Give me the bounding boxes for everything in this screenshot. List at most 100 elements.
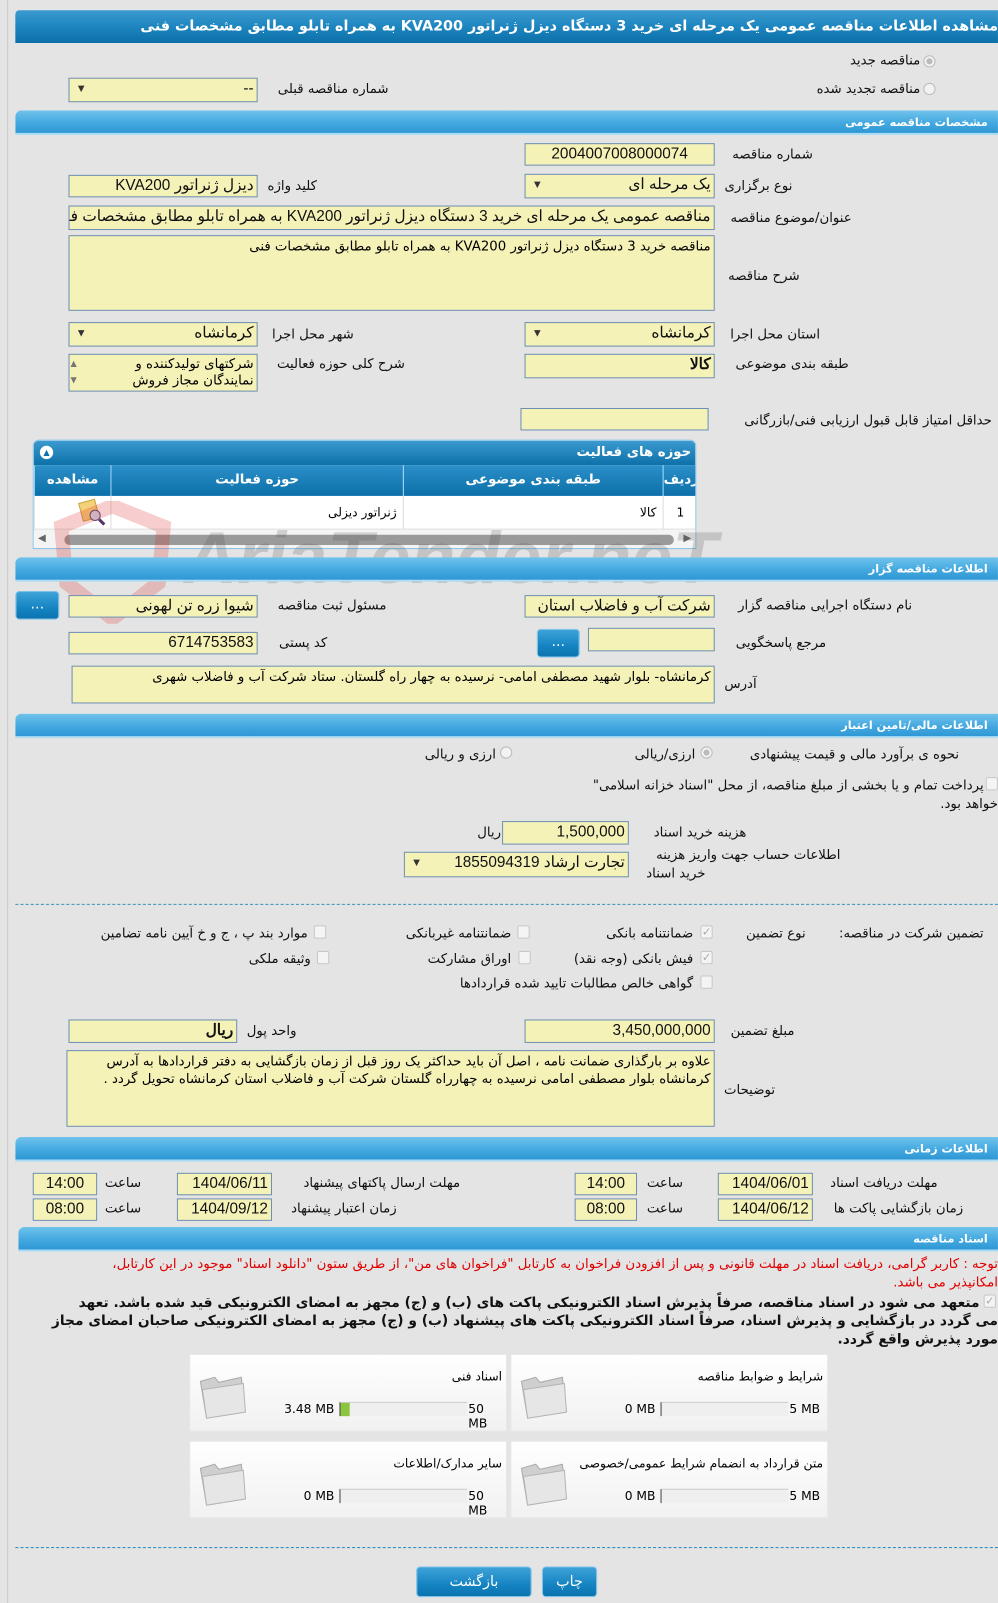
guarantee-checkbox-bonds[interactable] — [518, 950, 531, 965]
submit-deadline-date[interactable]: 1404/06/11 — [176, 1172, 272, 1196]
max-size: 5 MB — [789, 1401, 821, 1417]
commitment-text-cont: می گردد در بازگشایی و پذیرش اسناد، صرفاً… — [51, 1312, 998, 1330]
page-title: مشاهده اطلاعات مناقصه عمومی یک مرحله ای … — [15, 10, 998, 43]
submit-deadline-time[interactable]: 14:00 — [32, 1172, 98, 1196]
document-card[interactable]: شرایط و ضوابط مناقصه 5 MB 0 MB — [510, 1353, 829, 1432]
city-select[interactable]: کرمانشاه ▼ — [68, 322, 258, 347]
guarantee-option-label: اوراق مشارکت — [427, 951, 512, 968]
amount-label: مبلغ تضمین — [730, 1023, 795, 1039]
registrar-label: مسئول ثبت مناقصه — [277, 598, 387, 614]
chevron-down-icon: ▼ — [531, 327, 543, 340]
doc-deadline-time[interactable]: 14:00 — [574, 1172, 638, 1196]
validity-time[interactable]: 08:00 — [32, 1198, 98, 1221]
collapse-icon[interactable]: ▲ — [39, 445, 54, 460]
province-select[interactable]: کرمانشاه ▼ — [524, 322, 715, 347]
horizontal-scrollbar[interactable]: ◀ ▶ — [33, 529, 696, 549]
registrar-field[interactable]: شیوا زره تن لهونی — [68, 595, 258, 618]
guarantee-checkbox-cash[interactable]: ✓ — [700, 950, 713, 965]
max-size: 5 MB — [789, 1488, 821, 1504]
validity-date[interactable]: 1404/09/12 — [176, 1198, 272, 1221]
guarantee-option-label: ضمانتنامه غیربانکی — [405, 926, 512, 942]
submit-deadline-label: مهلت ارسال پاکتهای پیشنهاد — [303, 1175, 461, 1192]
reference-more-button[interactable]: ... — [536, 628, 580, 658]
postal-field[interactable]: 6714753583 — [68, 631, 258, 655]
prev-number-select[interactable]: -- ▼ — [68, 77, 258, 103]
chevron-down-icon: ▼ — [75, 82, 87, 96]
document-card[interactable]: اسناد فنی 50 MB 3.48 MB — [189, 1353, 508, 1432]
time-label: ساعت — [646, 1175, 684, 1192]
guarantee-checkbox-clauses[interactable] — [313, 925, 327, 939]
document-card-title: سایر مدارک/اطلاعات — [393, 1456, 503, 1471]
radio-currency-and-rial[interactable] — [500, 746, 513, 759]
section-timing: اطلاعات زمانی — [15, 1137, 998, 1162]
activity-grid: حوزه های فعالیت ▲ ردیف طبقه بندی موضوعی … — [32, 439, 697, 550]
document-card[interactable]: متن قرارداد به انضمام شرایط عمومی/خصوصی 5… — [510, 1440, 829, 1519]
chevron-down-icon: ▼ — [75, 327, 87, 340]
view-document-icon[interactable] — [78, 498, 107, 527]
guarantee-checkbox-property[interactable] — [316, 950, 330, 965]
account-select[interactable]: تجارت ارشاد 1855094319 ▼ — [403, 851, 629, 878]
guarantee-checkbox-bank[interactable]: ✓ — [700, 925, 713, 939]
registrar-more-button[interactable]: ... — [15, 591, 60, 620]
guarantee-option-label: گواهی خالص مطالبات تایید شده قراردادها — [459, 976, 694, 992]
document-card-title: اسناد فنی — [451, 1369, 503, 1384]
commitment-checkbox[interactable]: ✓ — [983, 1294, 996, 1308]
section-organizer: اطلاعات مناقصه گزار — [15, 557, 998, 582]
notice-text-cont: امکانپذیر می باشد. — [893, 1275, 998, 1291]
activity-desc-list[interactable]: شرکتهای تولیدکننده و نمایندگان مجاز فروش — [68, 353, 258, 392]
subject-field[interactable]: مناقصه عمومی یک مرحله ای خرید 3 دستگاه د… — [68, 205, 715, 231]
list-scroll-arrows-icon[interactable]: ▲ ▼ — [70, 358, 77, 385]
renewed-tender-label: مناقصه تجدید شده — [816, 81, 921, 98]
doc-fee-unit: ریال — [477, 825, 502, 841]
cell-category: کالا — [402, 495, 663, 530]
section-general-title: مشخصات مناقصه عمومی — [845, 115, 988, 129]
account-label: اطلاعات حساب جهت واریز هزینه — [656, 847, 841, 863]
document-card-title: متن قرارداد به انضمام شرایط عمومی/خصوصی — [579, 1456, 824, 1471]
guarantee-checkbox-claims[interactable] — [700, 975, 713, 989]
document-card[interactable]: سایر مدارک/اطلاعات 50 MB 0 MB — [189, 1440, 508, 1519]
upload-progress-bar — [660, 1401, 789, 1417]
column-header-field: حوزه فعالیت — [110, 465, 403, 496]
current-size: 0 MB — [303, 1488, 335, 1504]
divider — [15, 1547, 998, 1549]
currency-field[interactable]: ریال — [68, 1019, 238, 1043]
prev-number-label: شماره مناقصه قبلی — [277, 81, 389, 98]
radio-new-tender[interactable] — [923, 55, 936, 68]
scroll-right-icon[interactable]: ▶ — [683, 532, 692, 544]
opening-time[interactable]: 08:00 — [574, 1198, 638, 1221]
section-financial-title: اطلاعات مالی/تامین اعتبار — [841, 718, 988, 733]
back-button[interactable]: بازگشت — [416, 1566, 532, 1598]
org-field[interactable]: شرکت آب و فاضلاب استان — [524, 595, 715, 618]
cell-index: 1 — [662, 495, 696, 530]
amount-field[interactable]: 3,450,000,000 — [524, 1019, 715, 1043]
scroll-thumb[interactable] — [64, 534, 674, 545]
treasury-checkbox[interactable] — [985, 777, 998, 791]
holding-type-select[interactable]: یک مرحله ای ▼ — [524, 173, 715, 199]
tender-number-field[interactable]: 2004007008000074 — [524, 143, 715, 166]
reference-label: مرجع پاسخگویی — [735, 635, 827, 652]
address-field[interactable]: کرمانشاه- بلوار شهید مصطفی امامی- نرسیده… — [71, 665, 715, 704]
radio-currency-rial[interactable] — [700, 746, 713, 759]
account-label-cont: خرید اسناد — [646, 866, 706, 882]
doc-fee-field[interactable]: 1,500,000 — [502, 821, 629, 845]
time-label: ساعت — [646, 1201, 684, 1217]
notice-text: توجه : کاربر گرامی، دریافت اسناد در مهلت… — [112, 1256, 998, 1272]
opening-date[interactable]: 1404/06/12 — [717, 1198, 813, 1221]
description-field[interactable]: مناقصه خرید 3 دستگاه دیزل ژنراتور KVA200… — [68, 235, 715, 311]
radio-renewed-tender[interactable] — [923, 82, 936, 96]
notes-field[interactable]: علاوه بر بارگذاری ضمانت نامه ، اصل آن با… — [66, 1050, 715, 1127]
guarantee-checkbox-nonbank[interactable] — [517, 925, 530, 939]
current-size: 3.48 MB — [284, 1401, 335, 1417]
postal-label: کد پستی — [279, 635, 328, 652]
print-button[interactable]: چاپ — [541, 1566, 598, 1598]
opening-label: زمان بازگشایی پاکت ها — [833, 1201, 964, 1217]
category-field[interactable]: کالا — [524, 353, 715, 379]
new-tender-label: مناقصه جدید — [849, 53, 921, 69]
subject-label: عنوان/موضوع مناقصه — [730, 210, 852, 226]
min-score-field[interactable] — [520, 407, 709, 431]
scroll-left-icon[interactable]: ◀ — [37, 532, 46, 544]
keyword-field[interactable]: دیزل ژنراتور KVA200 — [68, 174, 258, 198]
doc-deadline-date[interactable]: 1404/06/01 — [717, 1172, 813, 1196]
reference-field[interactable] — [587, 627, 715, 652]
min-score-label: حداقل امتیاز قابل قبول ارزیابی فنی/بازرگ… — [744, 413, 992, 429]
